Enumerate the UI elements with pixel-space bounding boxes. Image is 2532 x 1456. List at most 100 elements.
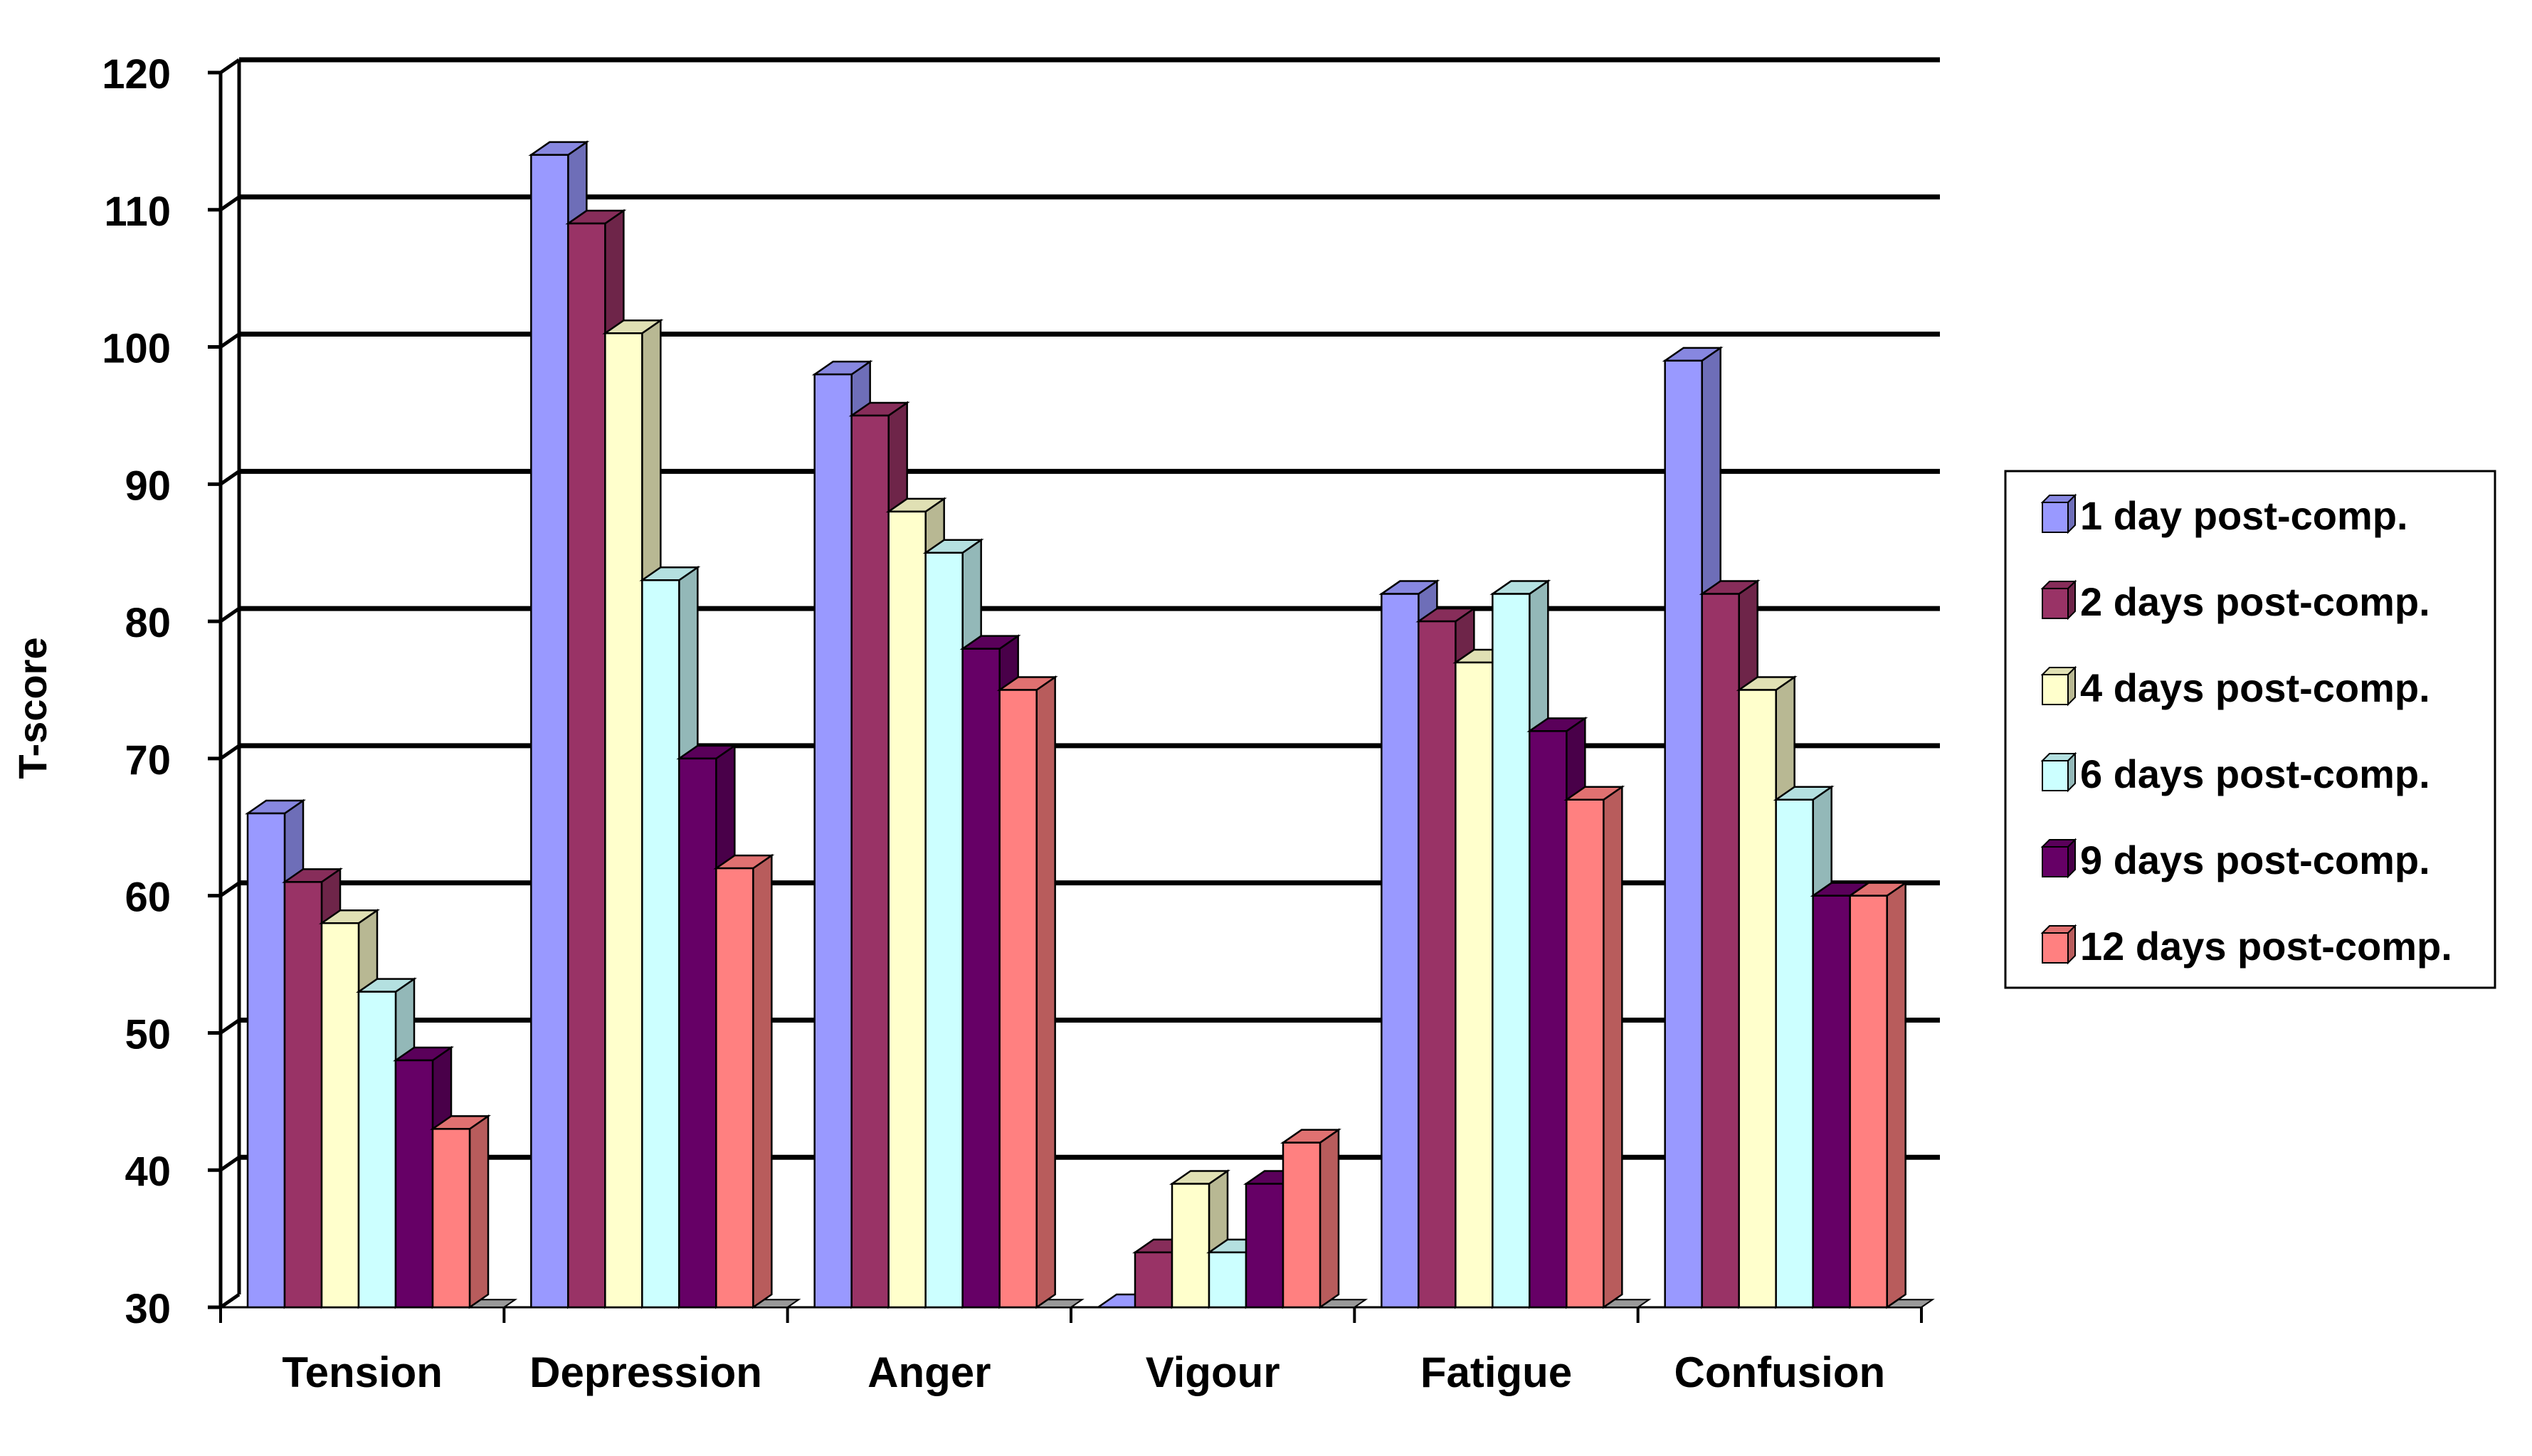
bar-front xyxy=(678,757,717,1309)
bar-front xyxy=(1529,730,1568,1309)
legend-swatch xyxy=(2042,674,2069,705)
bar-front xyxy=(1245,1183,1285,1309)
bar-front xyxy=(1282,1141,1322,1309)
floor-depth-left xyxy=(219,1292,241,1309)
legend-label: 9 days post-comp. xyxy=(2080,838,2430,882)
y-axis-title: T-score xyxy=(10,637,55,779)
legend-swatch-side xyxy=(2067,838,2076,879)
bar-depression-6 xyxy=(713,853,775,1309)
bar-front xyxy=(1812,895,1851,1309)
y-tick-label: 120 xyxy=(102,51,171,97)
gridline-depth xyxy=(219,1018,241,1035)
bar-front xyxy=(715,867,754,1309)
bar-front xyxy=(1418,620,1457,1309)
gridline-depth xyxy=(219,881,241,897)
bar-fatigue-6 xyxy=(1563,785,1625,1309)
bar-front xyxy=(283,881,323,1309)
legend-swatch xyxy=(2042,846,2069,877)
bar-front xyxy=(394,1059,434,1309)
bar-confusion-1 xyxy=(1662,346,1724,1309)
legend-label: 2 days post-comp. xyxy=(2080,579,2430,624)
legend-item: 4 days post-comp. xyxy=(2040,665,2430,710)
bar-front xyxy=(604,332,643,1309)
bar-front xyxy=(1849,895,1888,1309)
bar-side xyxy=(1035,675,1056,1309)
legend-swatch xyxy=(2042,932,2069,964)
x-tick-label: Anger xyxy=(867,1349,991,1396)
bar-front xyxy=(1455,661,1494,1309)
bar-side xyxy=(1886,881,1906,1309)
bar-vigour-3 xyxy=(1169,1169,1231,1309)
y-tick-label: 50 xyxy=(125,1011,171,1057)
legend-swatch-side xyxy=(2067,924,2076,965)
gridline-depth xyxy=(219,332,241,349)
bar-front xyxy=(1381,593,1420,1309)
bar-side xyxy=(1603,785,1623,1309)
bar-side xyxy=(1319,1128,1340,1309)
y-tick-label: 110 xyxy=(104,189,171,235)
legend-box xyxy=(2004,470,2496,989)
bar-front xyxy=(1701,593,1740,1309)
legend-item: 12 days post-comp. xyxy=(2040,924,2452,969)
bar-vigour-6 xyxy=(1280,1128,1342,1309)
legend-swatch-side xyxy=(2067,751,2076,793)
gridlines xyxy=(219,57,1940,1172)
gridline-depth xyxy=(219,195,241,211)
legend-swatch-side xyxy=(2067,665,2076,707)
bar-front xyxy=(1208,1251,1247,1309)
bar-front xyxy=(961,648,1001,1309)
axes: 30 40 50 60 70 80 90 100 110 120 Tension Depression… xyxy=(102,51,1923,1396)
bar-front xyxy=(530,154,569,1309)
bar-side xyxy=(468,1114,490,1309)
legend-swatch xyxy=(2042,588,2069,619)
legend-item: 9 days post-comp. xyxy=(2040,838,2430,882)
bar-front xyxy=(1492,593,1531,1309)
bar-front xyxy=(1738,689,1777,1309)
y-tick-label: 80 xyxy=(125,600,171,646)
legend-item: 6 days post-comp. xyxy=(2040,751,2430,796)
x-tick-label: Fatigue xyxy=(1420,1349,1572,1396)
bar-front xyxy=(246,812,286,1309)
legend-item: 1 day post-comp. xyxy=(2040,493,2408,538)
bar-front xyxy=(357,991,397,1309)
gridline-depth xyxy=(219,1156,241,1172)
bar-front xyxy=(924,552,964,1309)
y-tick-label: 30 xyxy=(125,1286,171,1332)
y-tick-label: 40 xyxy=(125,1149,171,1195)
bars xyxy=(244,140,1935,1309)
legend-label: 6 days post-comp. xyxy=(2080,751,2430,796)
bar-front xyxy=(998,689,1038,1309)
x-tick-label: Confusion xyxy=(1674,1349,1886,1396)
bar-side xyxy=(752,853,773,1309)
bar-front xyxy=(1171,1183,1210,1309)
bar-front xyxy=(320,922,360,1309)
bar-front xyxy=(1664,359,1703,1309)
bar-front xyxy=(887,510,927,1309)
legend-label: 4 days post-comp. xyxy=(2080,665,2430,710)
legend: 1 day post-comp. 2 days post-comp. 4 days … xyxy=(2004,470,2496,989)
bar-front xyxy=(1566,798,1605,1309)
gridline-depth xyxy=(219,470,241,486)
gridline-depth xyxy=(219,744,241,760)
legend-swatch-side xyxy=(2067,493,2076,534)
y-tick-label: 70 xyxy=(125,737,171,784)
bar-front xyxy=(813,373,853,1309)
y-tick-label: 90 xyxy=(125,463,171,509)
bar-front xyxy=(1134,1251,1173,1309)
x-tick-label: Vigour xyxy=(1146,1349,1280,1396)
legend-swatch xyxy=(2042,760,2069,791)
bar-front xyxy=(1775,798,1814,1309)
bar-front xyxy=(641,579,680,1309)
legend-label: 12 days post-comp. xyxy=(2080,924,2452,969)
bar-front xyxy=(567,222,606,1309)
y-tick-label: 100 xyxy=(102,326,171,372)
x-tick-label: Tension xyxy=(282,1349,443,1396)
bar-front xyxy=(850,414,890,1309)
legend-item: 2 days post-comp. xyxy=(2040,579,2430,624)
y-tick-label: 60 xyxy=(125,875,171,921)
axis-labels: T-score xyxy=(10,637,55,779)
x-tick-label: Depression xyxy=(529,1349,762,1396)
bar-anger-6 xyxy=(996,675,1058,1309)
